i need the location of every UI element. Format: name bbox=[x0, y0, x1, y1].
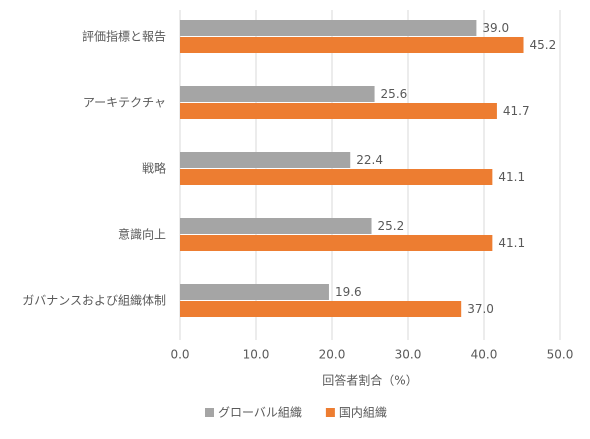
x-tick-label: 20.0 bbox=[319, 348, 346, 362]
y-tick-label: 意識向上 bbox=[118, 227, 166, 242]
value-label: 45.2 bbox=[530, 38, 557, 52]
y-tick-label: 評価指標と報告 bbox=[82, 29, 166, 44]
bar bbox=[180, 218, 372, 234]
y-tick-label: アーキテクチャ bbox=[83, 96, 166, 110]
value-label: 22.4 bbox=[356, 153, 383, 167]
bar bbox=[180, 169, 493, 185]
bar bbox=[180, 37, 524, 53]
x-tick-label: 40.0 bbox=[471, 348, 498, 362]
value-label: 41.1 bbox=[498, 236, 525, 250]
bar bbox=[180, 86, 375, 102]
bar bbox=[180, 301, 462, 317]
bar bbox=[180, 235, 493, 251]
y-tick-label: 戦略 bbox=[142, 161, 166, 176]
bar bbox=[180, 20, 477, 36]
bar bbox=[180, 284, 329, 300]
bar bbox=[180, 152, 351, 168]
value-label: 41.1 bbox=[498, 170, 525, 184]
value-label: 39.0 bbox=[482, 21, 509, 35]
legend-swatch bbox=[205, 408, 214, 417]
x-tick-label: 0.0 bbox=[170, 348, 189, 362]
value-label: 19.6 bbox=[335, 285, 362, 299]
legend-label: グローバル組織 bbox=[218, 406, 302, 420]
x-tick-label: 10.0 bbox=[243, 348, 270, 362]
value-label: 41.7 bbox=[503, 104, 530, 118]
bar bbox=[180, 103, 497, 119]
x-axis-title: 回答者割合（%） bbox=[322, 373, 417, 388]
y-tick-label: ガバナンスおよび組織体制 bbox=[22, 294, 166, 308]
x-tick-label: 50.0 bbox=[547, 348, 574, 362]
legend-swatch bbox=[325, 408, 335, 417]
value-label: 25.6 bbox=[381, 87, 408, 101]
legend-label: 国内組織 bbox=[339, 406, 387, 420]
value-label: 25.2 bbox=[378, 219, 405, 233]
value-label: 37.0 bbox=[467, 302, 494, 316]
x-tick-label: 30.0 bbox=[395, 348, 422, 362]
